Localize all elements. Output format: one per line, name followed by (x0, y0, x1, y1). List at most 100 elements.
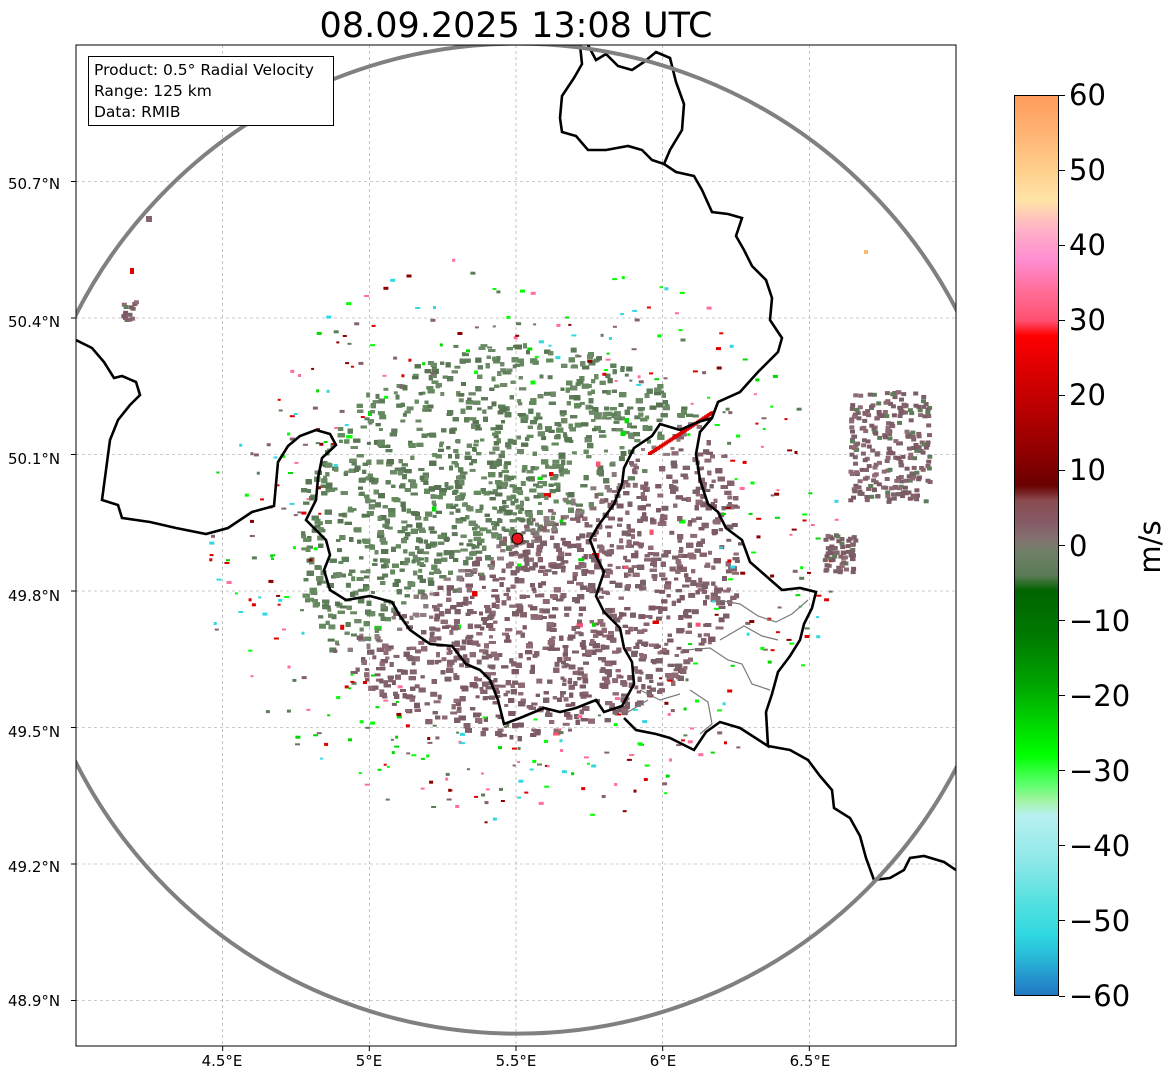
echo-cell (491, 401, 497, 407)
echo-cell (615, 566, 621, 570)
echo-cell (631, 565, 639, 569)
echo-cell (683, 659, 691, 665)
echo-cell (345, 582, 351, 588)
echo-cell (676, 646, 682, 650)
echo-cell (338, 561, 344, 564)
velocity-echoes (121, 216, 933, 824)
echo-cell (581, 673, 588, 679)
echo-cell (498, 684, 506, 688)
echo-cell (725, 569, 732, 574)
echo-cell (530, 380, 536, 385)
echo-cell (319, 623, 326, 629)
echo-cell (379, 414, 387, 420)
echo-cell (310, 592, 318, 596)
echo-cell (323, 475, 327, 479)
echo-cell (666, 615, 671, 620)
echo-cell (458, 398, 464, 403)
echo-cell (382, 573, 389, 578)
echo-cell (430, 631, 435, 636)
echo-cell (474, 427, 482, 431)
echo-cell (466, 405, 473, 410)
echo-cell (654, 390, 661, 396)
echo-cell (368, 411, 372, 416)
echo-cell (544, 569, 552, 573)
echo-cell (431, 365, 437, 369)
echo-cell (545, 426, 552, 429)
echo-cell (391, 702, 397, 706)
echo-cell (606, 674, 612, 678)
echo-cell (663, 452, 671, 456)
echo-cell (512, 529, 518, 534)
echo-cell (432, 503, 437, 507)
echo-cell (590, 486, 597, 491)
echo-cell (379, 689, 385, 695)
echo-cell (330, 443, 335, 448)
echo-cell (690, 533, 698, 538)
echo-cell (732, 571, 739, 575)
echo-cell (320, 580, 328, 584)
echo-cell (644, 393, 650, 399)
echo-cell (634, 550, 639, 556)
echo-cell (568, 664, 576, 670)
echo-cell (432, 514, 437, 518)
echo-cell (631, 650, 639, 654)
echo-cell (731, 523, 738, 527)
echo-cell (691, 609, 699, 615)
echo-cell (538, 423, 543, 427)
echo-cell (579, 401, 585, 405)
echo-cell (331, 614, 337, 620)
echo-cell (648, 615, 653, 620)
echo-cell (314, 524, 321, 529)
echo-cell (496, 509, 503, 514)
echo-cell (370, 499, 376, 503)
echo-cell (594, 425, 601, 431)
echo-cell (577, 548, 584, 552)
echo-cell (521, 531, 526, 535)
echo-cell (327, 608, 332, 612)
echo-cell (423, 551, 430, 555)
echo-cell (500, 368, 507, 373)
echo-cell (451, 532, 458, 537)
echo-cell (433, 592, 440, 597)
echo-cell (607, 563, 613, 567)
echo-cell (734, 560, 740, 563)
echo-cell (474, 624, 482, 629)
echo-cell (661, 505, 669, 511)
echo-cell (440, 392, 445, 396)
echo-cell (461, 639, 467, 645)
echo-cell (636, 496, 644, 499)
echo-cell (589, 506, 597, 511)
echo-cell (638, 614, 646, 620)
echo-cell (559, 410, 567, 416)
echo-cell (552, 463, 560, 468)
echo-cell (707, 641, 712, 645)
echo-cell (677, 424, 682, 429)
echo-cell (469, 468, 476, 472)
echo-cell (541, 436, 547, 441)
echo-cell (682, 649, 690, 654)
echo-cell (598, 549, 606, 553)
echo-cell (414, 684, 420, 689)
echo-cell (698, 577, 703, 583)
echo-cell (578, 632, 584, 637)
echo-cell (659, 650, 666, 655)
echo-cell (605, 416, 612, 420)
echo-cell (549, 628, 557, 632)
echo-cell (537, 528, 542, 532)
echo-cell (411, 661, 416, 666)
echo-cell (697, 452, 704, 457)
echo-cell (567, 636, 574, 641)
echo-cell (700, 493, 706, 499)
echo-cell (624, 373, 629, 377)
echo-cell (459, 645, 466, 651)
echo-cell (357, 588, 364, 592)
echo-cell (395, 394, 400, 400)
echo-cell (655, 667, 663, 672)
echo-cell (692, 457, 699, 463)
echo-cell (734, 593, 740, 599)
echo-cell (458, 474, 466, 480)
echo-cell (704, 458, 712, 463)
echo-cell (562, 722, 570, 726)
echo-cell (502, 632, 509, 636)
